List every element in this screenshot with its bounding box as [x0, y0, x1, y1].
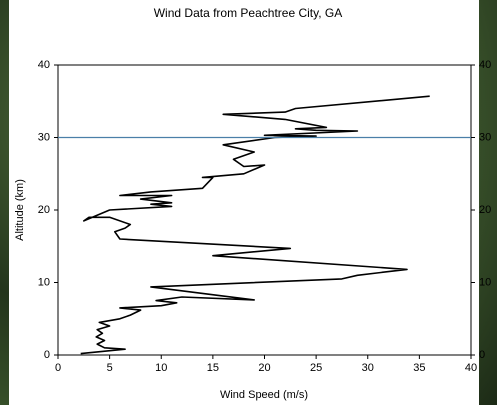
- chart-panel: [9, 0, 479, 405]
- y-tick-label: 0: [44, 349, 50, 361]
- x-tick-label: 40: [465, 362, 477, 374]
- x-tick-label: 20: [258, 362, 270, 374]
- x-tick-label: 25: [310, 362, 322, 374]
- x-axis-label: Wind Speed (m/s): [220, 389, 308, 401]
- y2-tick-label: 20: [479, 204, 491, 216]
- y-axis-label: Altitude (km): [14, 179, 26, 241]
- data-line: [80, 95, 430, 355]
- x-tick-label: 35: [413, 362, 425, 374]
- y2-tick-label: 40: [479, 59, 491, 71]
- x-tick-label: 5: [107, 362, 113, 374]
- y2-tick-label: 30: [479, 131, 491, 143]
- y2-tick-label: 0: [479, 349, 485, 361]
- y-tick-label: 10: [38, 276, 50, 288]
- x-tick-label: 15: [207, 362, 219, 374]
- y-tick-label: 40: [38, 59, 50, 71]
- chart-title: Wind Data from Peachtree City, GA: [154, 6, 343, 20]
- y2-tick-label: 10: [479, 276, 491, 288]
- y-tick-label: 20: [38, 204, 50, 216]
- x-tick-label: 0: [55, 362, 61, 374]
- x-tick-label: 30: [362, 362, 374, 374]
- x-tick-label: 10: [155, 362, 167, 374]
- y-tick-label: 30: [38, 131, 50, 143]
